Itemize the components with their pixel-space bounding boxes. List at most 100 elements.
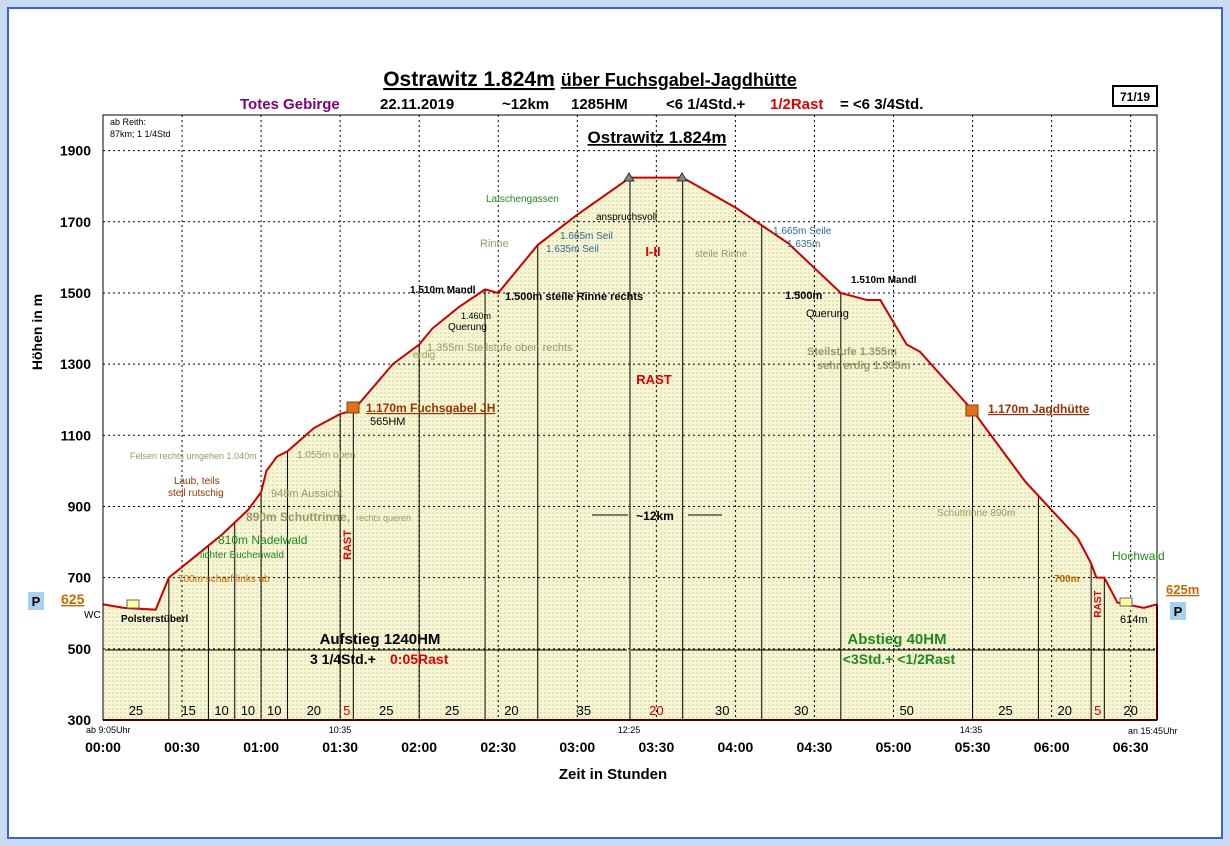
y-tick-label: 900 [68,498,92,514]
annotation: Querung [806,308,849,320]
title-main: Ostrawitz 1.824m [383,68,555,91]
annotation: 1.665m Seile [773,226,832,237]
annotation: ab 9:05Uhr [86,725,131,735]
annotation: 700m scharf links ab [178,574,270,585]
annotation: 1.665m Seil [560,231,613,242]
annotation: 1.355m Steilstufe oben rechts [427,342,573,354]
summit-marker [623,172,688,182]
x-tick-label: 04:00 [717,739,753,755]
annotation: 625m [1166,582,1199,597]
annotation: 14:35 [960,725,983,735]
segment-label: 20 [649,703,663,718]
x-tick-label: 02:30 [480,739,516,755]
annotation: erdig [413,350,435,361]
subtitle-part: <6 1/4Std.+ [666,96,745,113]
chart-title: Ostrawitz 1.824m über Fuchsgabel-Jagdhütt… [383,68,797,91]
annotation: 890m Schuttrinne, [246,510,350,524]
hut-marker [965,404,979,417]
segment-label: 20 [1123,703,1137,718]
annotation: 1.170m Jagdhütte [988,402,1090,416]
plot: 300 500 700 900 1100 1300 1500 1700 1900 00:00 00:… [60,115,1158,755]
annotation: 1.510m Mandl [851,275,917,286]
segment-label: 50 [899,703,913,718]
annotation: 1.510m Mandl [410,285,476,296]
annotation: Hochwald [1112,549,1165,563]
annotation: 1.460m [461,311,491,321]
segment-label: 20 [504,703,518,718]
segment-label: 5 [343,703,350,718]
y-tick-label: 700 [68,570,92,586]
annotation: 1.500m [785,290,823,302]
annotation: RAST [342,530,354,560]
annotation: steil rutschig [168,488,224,499]
annotation: 1.170m Fuchsgabel JH [366,401,495,415]
segment-label: 30 [794,703,808,718]
annotation: 700m [1054,574,1080,585]
x-tick-label: 06:30 [1113,739,1149,755]
annotation: Felsen rechts umgehen 1.040m [130,451,257,461]
profile-line [102,176,1158,611]
x-tick-label: 01:30 [322,739,358,755]
annotation: P [1174,604,1183,619]
annotation: 565HM [370,416,405,428]
segment-label: 20 [1058,703,1072,718]
y-tick-label: 1900 [60,143,91,159]
plot-border [102,114,1158,721]
annotation: Abstieg 40HM [847,631,946,648]
annotation: lichter Buchenwald [200,550,284,561]
annotation: rechts queren [356,513,411,523]
annotation: 614m [1120,614,1148,626]
annotation: anspruchsvoll [596,212,657,223]
y-tick-label: 1500 [60,285,91,301]
parking-box [28,592,44,610]
segment-label: 25 [998,703,1012,718]
y-axis-label: Höhen in m [29,294,45,370]
hut-marker [346,401,360,414]
x-tick-label: 03:30 [638,739,674,755]
badge-label: 71/19 [1120,90,1150,104]
annotation: Querung [448,322,487,333]
annotation: RAST [1093,590,1104,617]
x-tick-label: 04:30 [797,739,833,755]
segment-label: 10 [241,703,255,718]
annotation: steile Rinne [695,249,748,260]
y-tick-label: 300 [68,712,92,728]
title-rest: über Fuchsgabel-Jagdhütte [561,70,797,90]
y-tick-label: 1300 [60,356,91,372]
segment-label: 25 [129,703,143,718]
annotation: 12:25 [618,725,641,735]
annotation: an 15:45Uhr [1128,726,1178,736]
annotation: I-II [645,244,660,259]
annotation: 0:05Rast [390,651,449,667]
x-tick-label: 01:00 [243,739,279,755]
x-tick-label: 06:00 [1034,739,1070,755]
x-tick-label: 05:30 [955,739,991,755]
x-tick-label: 00:00 [85,739,121,755]
annotation: Ostrawitz 1.824m [588,128,727,147]
annotation: 87km; 1 1/4Std [110,129,171,139]
x-tick-label: 02:00 [401,739,437,755]
annotation: WC [84,610,101,621]
subtitle-part: ~12km [502,96,549,113]
x-axis-label: Zeit in Stunden [559,766,667,783]
annotation: 1.500m steile Rinne rechts [505,291,643,303]
annotation: P [32,594,41,609]
x-tick-label: 05:00 [876,739,912,755]
annotation: ab Reith: [110,117,146,127]
annotation: 625 [61,591,85,607]
annotation: Aufstieg 1240HM [320,631,441,648]
y-tick-label: 500 [68,641,92,657]
annotation: Schuttrinne 890m [937,508,1015,519]
segment-label: 20 [307,703,321,718]
segment-label: 25 [379,703,393,718]
subtitle-part: Totes Gebirge [240,96,340,113]
x-tick-label: 00:30 [164,739,200,755]
annotations: ab Reith: 87km; 1 1/4Std 71/19 Ostrawitz… [32,90,1200,736]
annotation: 948m Aussicht [271,488,343,500]
badge [1112,85,1158,107]
inn-marker [126,599,140,609]
annotation: ~12km [636,509,674,523]
segment-label: 10 [267,703,281,718]
